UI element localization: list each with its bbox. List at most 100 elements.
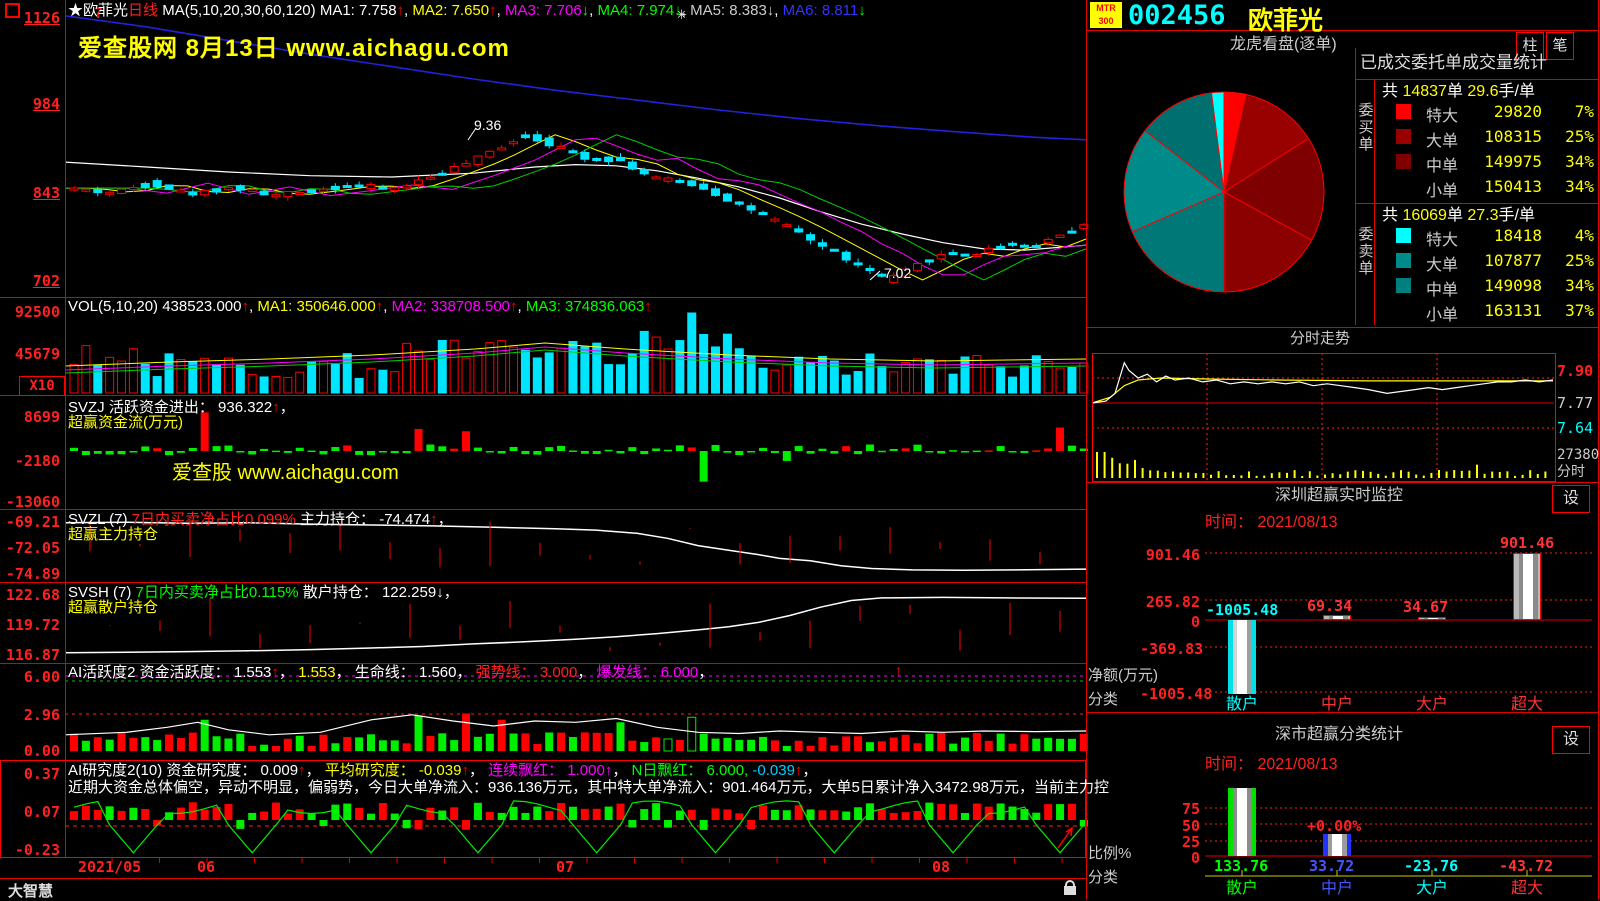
order-count-value: 149975 (1484, 152, 1542, 171)
y-axis-label: 0.00 (23, 742, 60, 760)
text-segment: SVZL (7) (68, 511, 132, 528)
monitor-category-label: 散户 (1226, 696, 1259, 713)
text-segment: 爆发线： 6.000 (596, 664, 699, 681)
y-axis-label: -72.05 (5, 539, 60, 557)
text-segment: 29.6 (1467, 83, 1499, 100)
fenshi-price-high: 7.90 (1557, 362, 1594, 380)
text-segment: AI研究度2(10) 资金研究度： 0.009 (68, 762, 299, 779)
stock-code: 002456 (1128, 0, 1226, 31)
text-segment: MA4: 7.974 (597, 2, 675, 19)
text-segment: 438523.000 (162, 298, 242, 315)
y-axis-label: -74.89 (5, 565, 60, 583)
text-segment: 共 (1382, 83, 1403, 100)
text-segment: 7日内买卖净占比0.099% (131, 511, 296, 528)
divider (1598, 0, 1599, 900)
text-segment: 单 (1446, 83, 1468, 100)
market-badge: MTR 300 (1090, 2, 1122, 28)
text-segment: MA3: 7.706 (504, 2, 582, 19)
monitor-bar-value: -1005.48 (1206, 601, 1279, 619)
monitor-axis-label-1: 净额(万元) (1088, 667, 1158, 684)
text-segment: ， (305, 762, 325, 779)
divider (0, 395, 1086, 396)
text-segment: ↑ (461, 762, 469, 779)
up-arrow-marker: ↑ (500, 662, 507, 678)
monitor-settings-button[interactable]: 设 (1552, 485, 1590, 513)
main-chart-header: ★欧菲光日线 MA(5,10,20,30,60,120) MA1: 7.758↑… (68, 2, 866, 20)
text-segment: ↓ (674, 2, 682, 19)
text-segment: ★ (68, 2, 84, 19)
peak-annotation: 9.36 (474, 117, 502, 133)
y-axis-label: 2.96 (23, 706, 60, 724)
classify-category-label: 散户 (1226, 880, 1259, 897)
text-segment: 27.3 (1467, 207, 1499, 224)
cursor-mark-icon: ✳ (676, 7, 687, 22)
ai-research-header: AI研究度2(10) 资金研究度： 0.009↑， 平均研究度： -0.039↑… (68, 762, 817, 780)
order-size-swatch (1396, 228, 1411, 243)
text-segment: 单 (1446, 207, 1468, 224)
classify-axis-label-1: 比例% (1088, 845, 1132, 862)
monitor-bar (1228, 620, 1256, 694)
y-axis-label: -69.21 (5, 513, 60, 531)
divider (1374, 79, 1375, 325)
svzl-subtitle: 超赢主力持仓 (68, 526, 159, 543)
volume-multiplier: X10 (19, 376, 65, 396)
classify-extra-label: +0.00% (1307, 817, 1362, 835)
text-segment: , (383, 298, 392, 315)
tiger-panel-title: 龙虎看盘(逐单) (1230, 36, 1337, 53)
y-axis-label: 702 (32, 272, 60, 290)
divider (0, 582, 1086, 583)
text-segment: ， 生命线： 1.560， (335, 664, 476, 681)
fenshi-price-mid: 7.77 (1557, 394, 1594, 412)
order-size-label: 特大 (1426, 232, 1459, 249)
ai-research-note: 近期大资金总体偏空，异动不明显，偏弱势，今日大单净流入：936.136万元，其中… (68, 779, 1110, 796)
order-pct-value: 34% (1565, 177, 1594, 196)
text-segment: , (248, 298, 258, 315)
order-pct-value: 37% (1565, 301, 1594, 320)
divider (1086, 0, 1087, 900)
text-segment: , (681, 2, 691, 19)
x-axis-label: 07 (556, 858, 575, 876)
monitor-category-label: 超大 (1511, 696, 1544, 713)
text-segment: MA2: 7.650 (412, 2, 490, 19)
classify-bar-value: 133.76 (1214, 857, 1269, 875)
order-stats-title: 已成交委托单成交量统计 (1360, 53, 1547, 72)
monitor-y-label: -369.83 (1140, 640, 1204, 658)
order-size-swatch (1396, 278, 1411, 293)
text-segment: ↓ (858, 2, 866, 19)
help-icon[interactable]: ? (94, 4, 104, 22)
order-count-value: 149098 (1484, 276, 1542, 295)
svzl-header: SVZL (7) 7日内买卖净占比0.099% 主力持仓： -74.474↑， (68, 511, 453, 529)
classify-y-label: 25 (1181, 833, 1200, 851)
order-pct-value: 34% (1565, 152, 1594, 171)
brand-label: 大智慧 (8, 883, 54, 900)
text-segment: ， (443, 584, 459, 601)
text-segment: 手/单 (1498, 83, 1535, 100)
sell-side-label: 委卖单 (1356, 226, 1374, 277)
order-count-value: 107877 (1484, 251, 1542, 270)
divider (1086, 30, 1598, 31)
classify-settings-button[interactable]: 设 (1552, 726, 1590, 754)
order-size-label: 特大 (1426, 108, 1459, 125)
text-segment: ， (577, 664, 597, 681)
text-segment: MA1: 7.758 (319, 2, 397, 19)
order-pct-value: 25% (1565, 127, 1594, 146)
classify-time: 时间： 2021/08/13 (1205, 756, 1338, 773)
divider (1086, 327, 1598, 328)
classify-category-label: 超大 (1511, 880, 1544, 897)
text-segment: 主力持仓： -74.474 (295, 511, 431, 528)
text-segment: 共 (1382, 207, 1403, 224)
text-segment: ↑ (489, 2, 497, 19)
stock-name: 欧菲光 (1248, 7, 1324, 35)
volume-header: VOL(5,10,20) 438523.000↑, MA1: 350646.00… (68, 298, 652, 316)
text-segment: ↓ (581, 2, 590, 19)
monitor-y-label: 901.46 (1145, 546, 1200, 564)
text-segment: 16069 (1402, 207, 1447, 224)
fenshi-plot-border (1092, 353, 1556, 482)
order-pct-value: 7% (1574, 102, 1594, 121)
tab-tick-mode[interactable]: 笔 (1546, 32, 1574, 60)
order-count-value: 29820 (1493, 102, 1542, 121)
text-segment: MA1: 350646.000 (257, 298, 376, 315)
classify-bar (1228, 788, 1256, 856)
tab-column-mode[interactable]: 柱 (1516, 32, 1544, 60)
